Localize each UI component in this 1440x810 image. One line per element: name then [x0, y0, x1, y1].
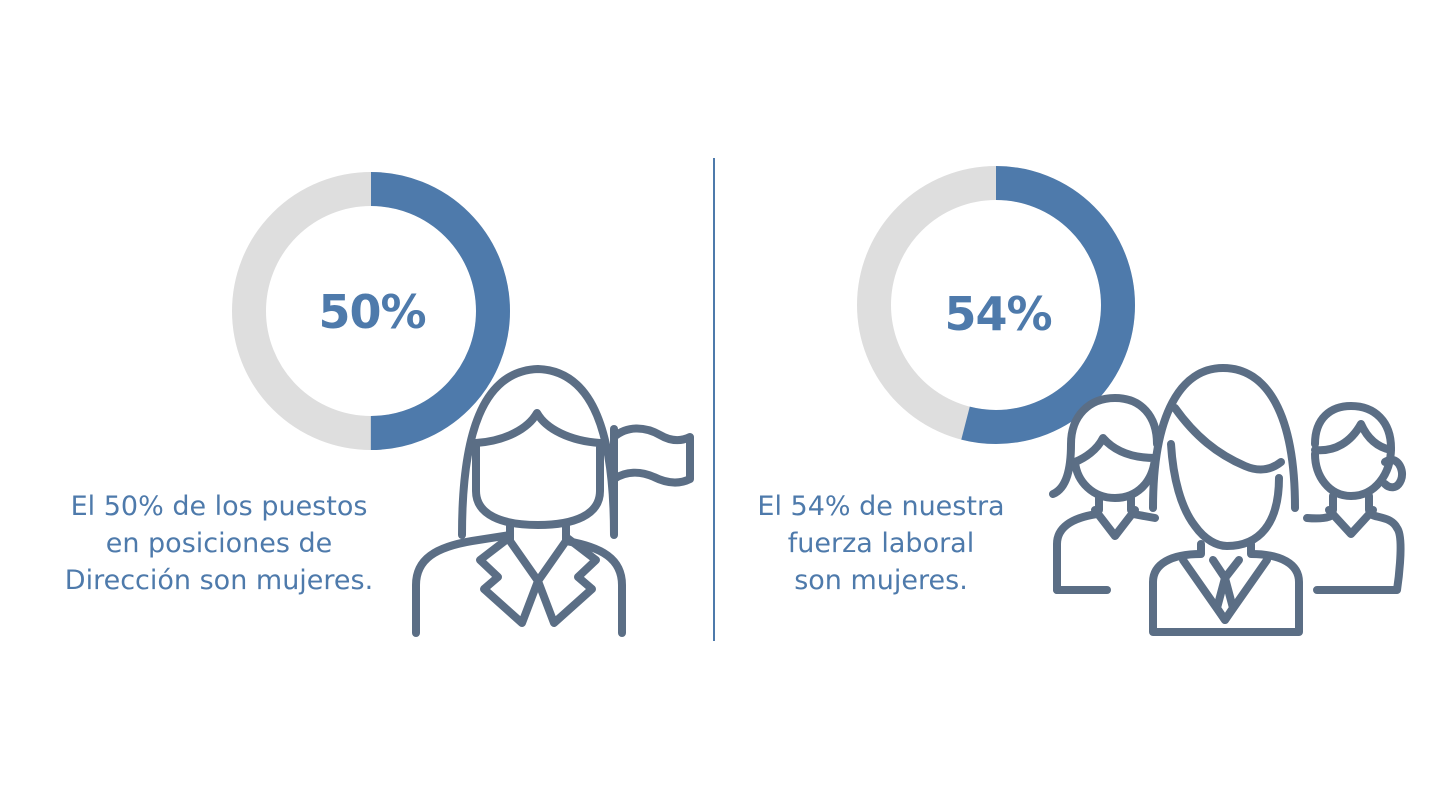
caption-line: Dirección son mujeres. — [64, 565, 374, 596]
businesswoman-flag-icon — [412, 365, 694, 637]
caption-line: El 50% de los puestos — [70, 491, 368, 522]
donut-value-arc — [232, 172, 510, 450]
donut-percent-label: 50% — [318, 285, 425, 339]
caption-line: en posiciones de — [105, 528, 333, 559]
vertical-divider — [713, 158, 715, 641]
donut-chart-leadership: 50% — [232, 172, 510, 450]
group-of-women-icon — [1049, 364, 1406, 636]
caption-line: son mujeres. — [794, 565, 968, 596]
caption-workforce: El 54% de nuestra fuerza laboral son muj… — [733, 488, 1029, 599]
caption-line: fuerza laboral — [787, 528, 975, 559]
donut-value-arc — [857, 166, 1135, 444]
caption-line: El 54% de nuestra — [757, 491, 1005, 522]
donut-percent-label: 54% — [944, 287, 1051, 341]
donut-chart-workforce: 54% — [857, 166, 1135, 444]
caption-leadership: El 50% de los puestos en posiciones de D… — [38, 488, 400, 599]
